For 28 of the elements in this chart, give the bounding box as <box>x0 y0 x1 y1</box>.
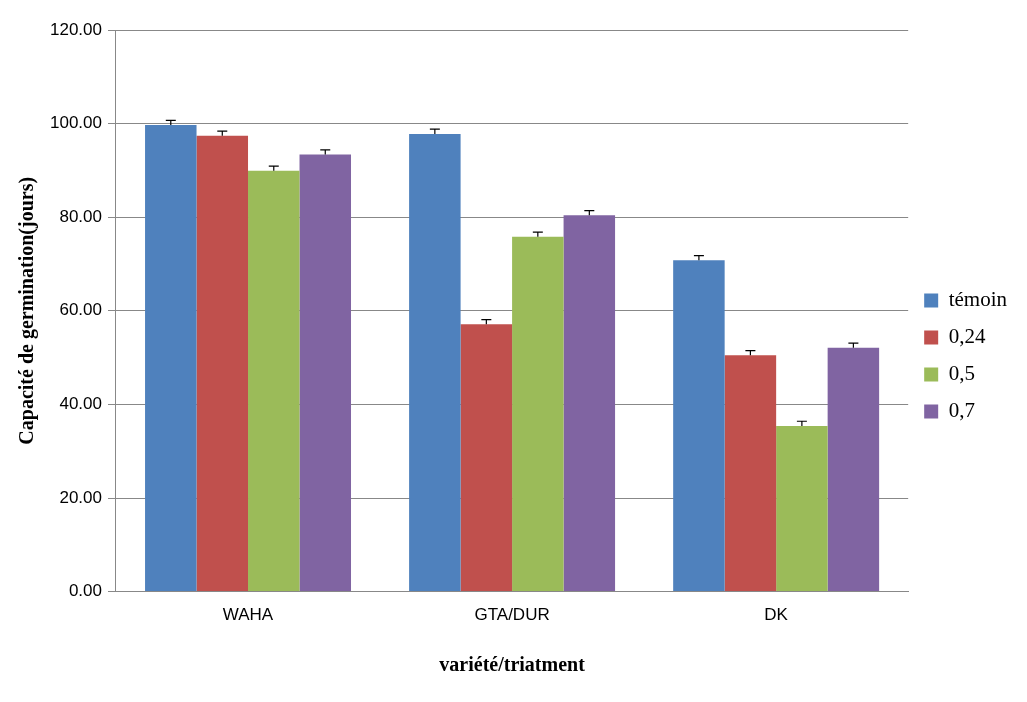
bar <box>563 215 616 592</box>
legend-label: 0,5 <box>948 361 975 386</box>
bar <box>409 133 461 592</box>
bar <box>827 347 880 592</box>
bar <box>460 324 513 592</box>
bar <box>724 355 777 592</box>
y-tick-label: 0.00 <box>68 581 102 601</box>
bar <box>145 125 197 592</box>
bar <box>512 236 564 592</box>
legend-label: 0,7 <box>948 398 975 423</box>
y-tick-label: 120.00 <box>50 19 102 39</box>
x-axis-title: variété/triatment <box>439 653 586 676</box>
bar <box>299 154 352 592</box>
x-tick-label: WAHA <box>222 605 274 625</box>
y-tick-label: 20.00 <box>59 487 102 507</box>
bar <box>248 170 300 592</box>
x-tick-label: GTA/DUR <box>474 605 550 625</box>
y-tick-label: 100.00 <box>50 113 102 133</box>
y-axis-title: Capacité de germination(jours) <box>15 176 39 445</box>
legend-label: 0,24 <box>948 324 986 349</box>
y-tick-label: 80.00 <box>59 206 102 226</box>
y-tick-label: 40.00 <box>59 394 102 414</box>
legend-label: témoin <box>948 287 1008 312</box>
bar <box>196 135 249 592</box>
x-tick-label: DK <box>764 605 789 625</box>
bar <box>673 260 725 592</box>
bar <box>776 425 828 592</box>
y-tick-label: 60.00 <box>59 300 102 320</box>
